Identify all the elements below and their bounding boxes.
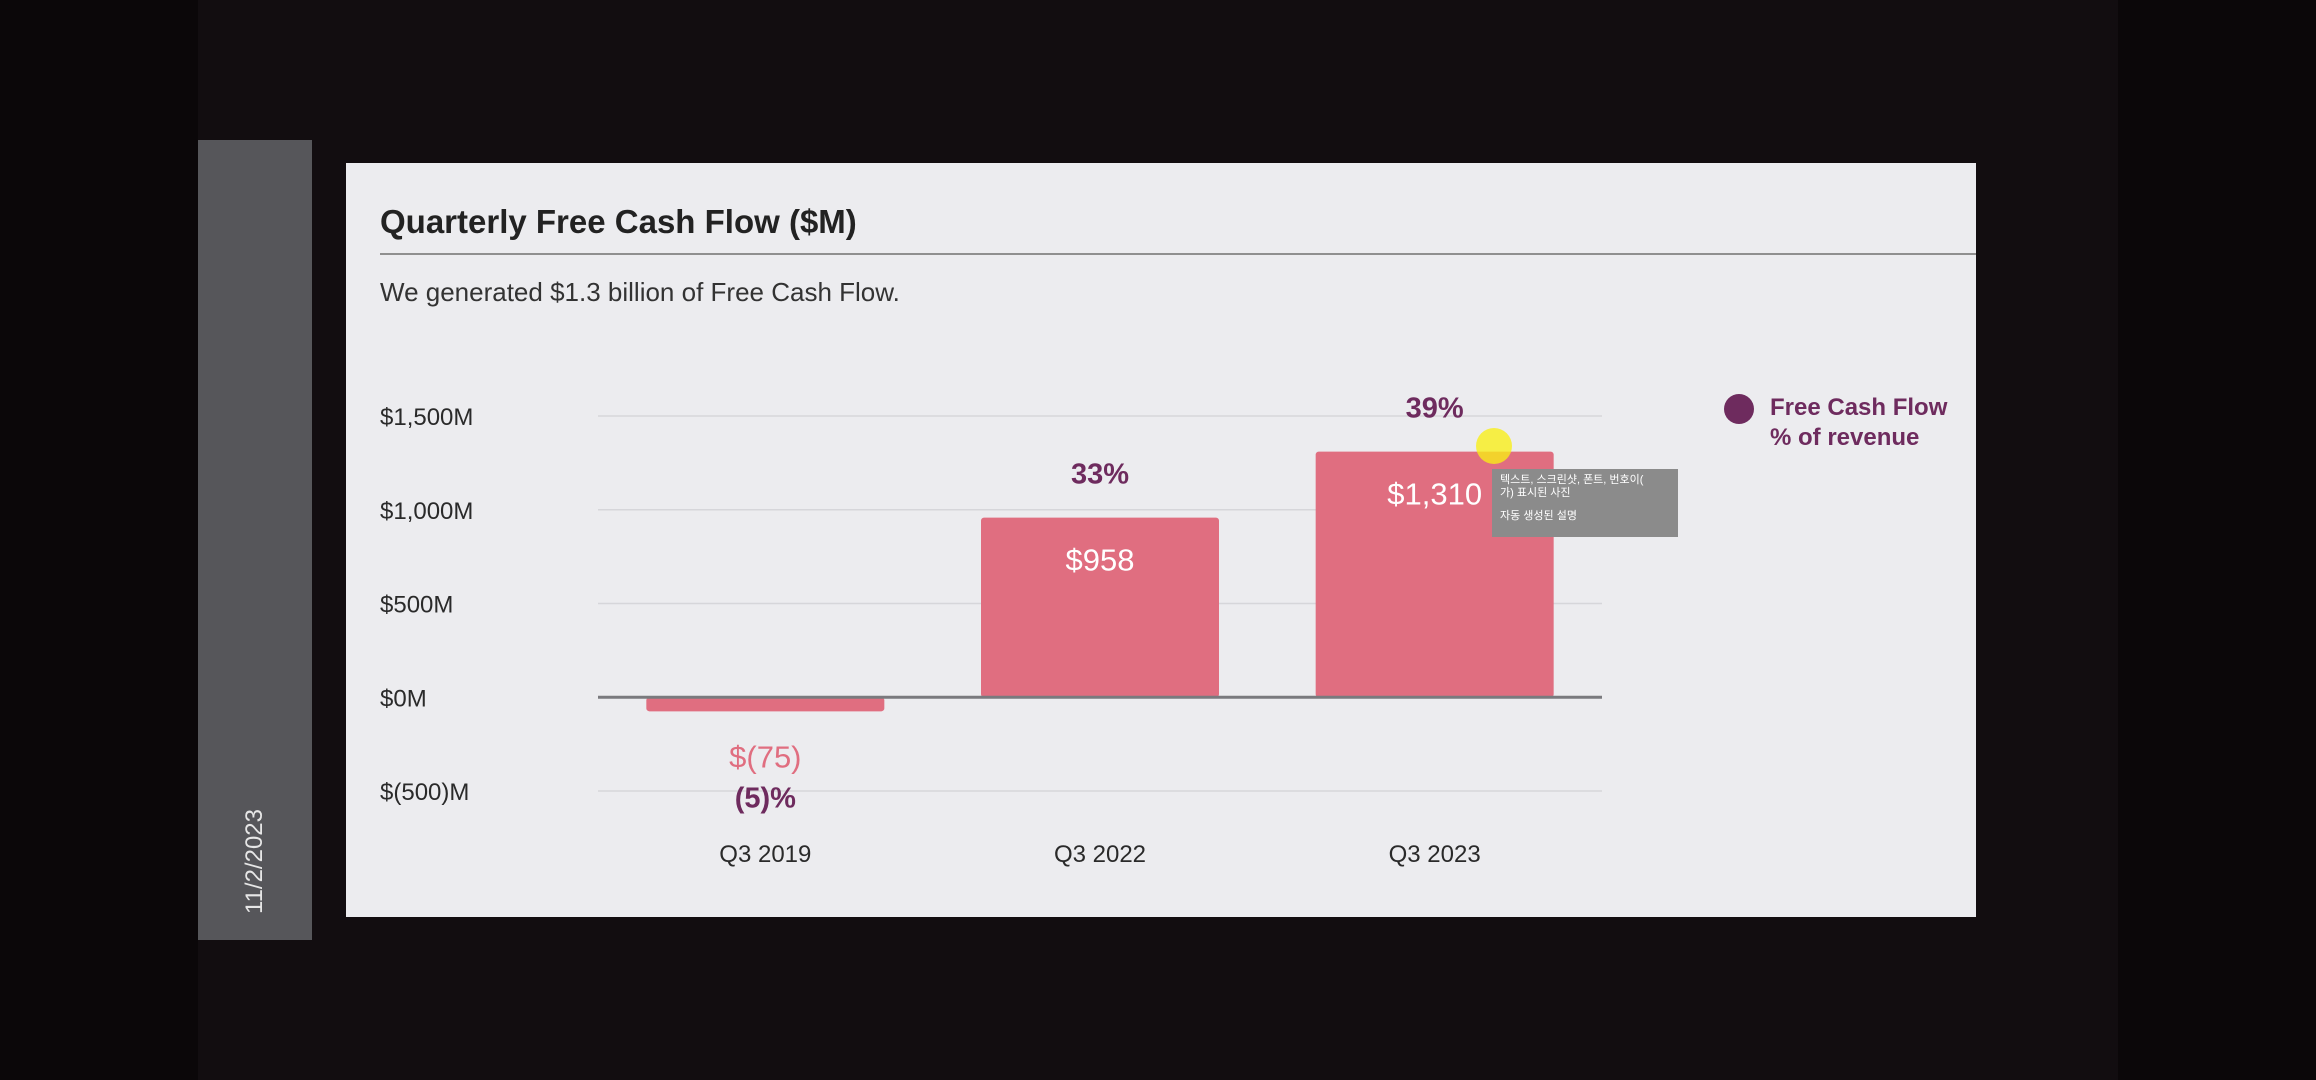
bar-value-label: $1,310 — [1387, 477, 1482, 512]
percent-of-revenue-label: 33% — [1071, 459, 1129, 491]
y-tick-label: $1,500M — [380, 404, 473, 431]
x-category-label: Q3 2022 — [1054, 841, 1146, 868]
percent-of-revenue-label: 39% — [1406, 393, 1464, 425]
y-tick-label: $0M — [380, 685, 427, 712]
y-tick-label: $(500)M — [380, 779, 469, 806]
slide: Quarterly Free Cash Flow ($M) We generat… — [346, 163, 1976, 917]
free-cash-flow-chart: $1,500M $1,000M $500M $0M $(500)M $(75) (5)% Q3… — [380, 393, 1602, 868]
x-category-label: Q3 2019 — [719, 841, 811, 868]
legend-dot — [1724, 394, 1754, 424]
tooltip-line-1b: 가) 표시된 사진 — [1500, 487, 1571, 499]
legend: Free Cash Flow % of revenue — [1724, 393, 1947, 453]
slide-subtitle: We generated $1.3 billion of Free Cash F… — [380, 277, 900, 307]
cursor-highlight — [1476, 428, 1512, 464]
date-side-bar-text: 11/2/2023 — [198, 140, 312, 940]
bar — [981, 517, 1219, 698]
alt-text-tooltip: 텍스트, 스크린샷, 폰트, 번호이( 가) 표시된 사진 자동 생성된 설명 — [1492, 469, 1678, 537]
title-divider — [380, 253, 1976, 255]
legend-label-line-2: % of revenue — [1770, 424, 1920, 451]
percent-of-revenue-label: (5)% — [735, 782, 796, 814]
legend-label-line-1: Free Cash Flow — [1770, 394, 1948, 421]
legend-label: Free Cash Flow % of revenue — [1770, 393, 1947, 453]
y-tick-label: $500M — [380, 592, 453, 619]
bar-value-label: $(75) — [729, 739, 801, 774]
y-tick-label: $1,000M — [380, 498, 473, 525]
tooltip-line-1: 텍스트, 스크린샷, 폰트, 번호이( — [1500, 474, 1644, 486]
date-side-bar — [198, 140, 312, 940]
bar-value-label: $958 — [1066, 543, 1135, 578]
slide-date: 11/2/2023 — [241, 809, 268, 914]
slide-title: Quarterly Free Cash Flow ($M) — [380, 203, 857, 240]
bar — [646, 697, 885, 712]
tooltip-line-2: 자동 생성된 설명 — [1500, 510, 1577, 522]
x-category-label: Q3 2023 — [1389, 841, 1481, 868]
